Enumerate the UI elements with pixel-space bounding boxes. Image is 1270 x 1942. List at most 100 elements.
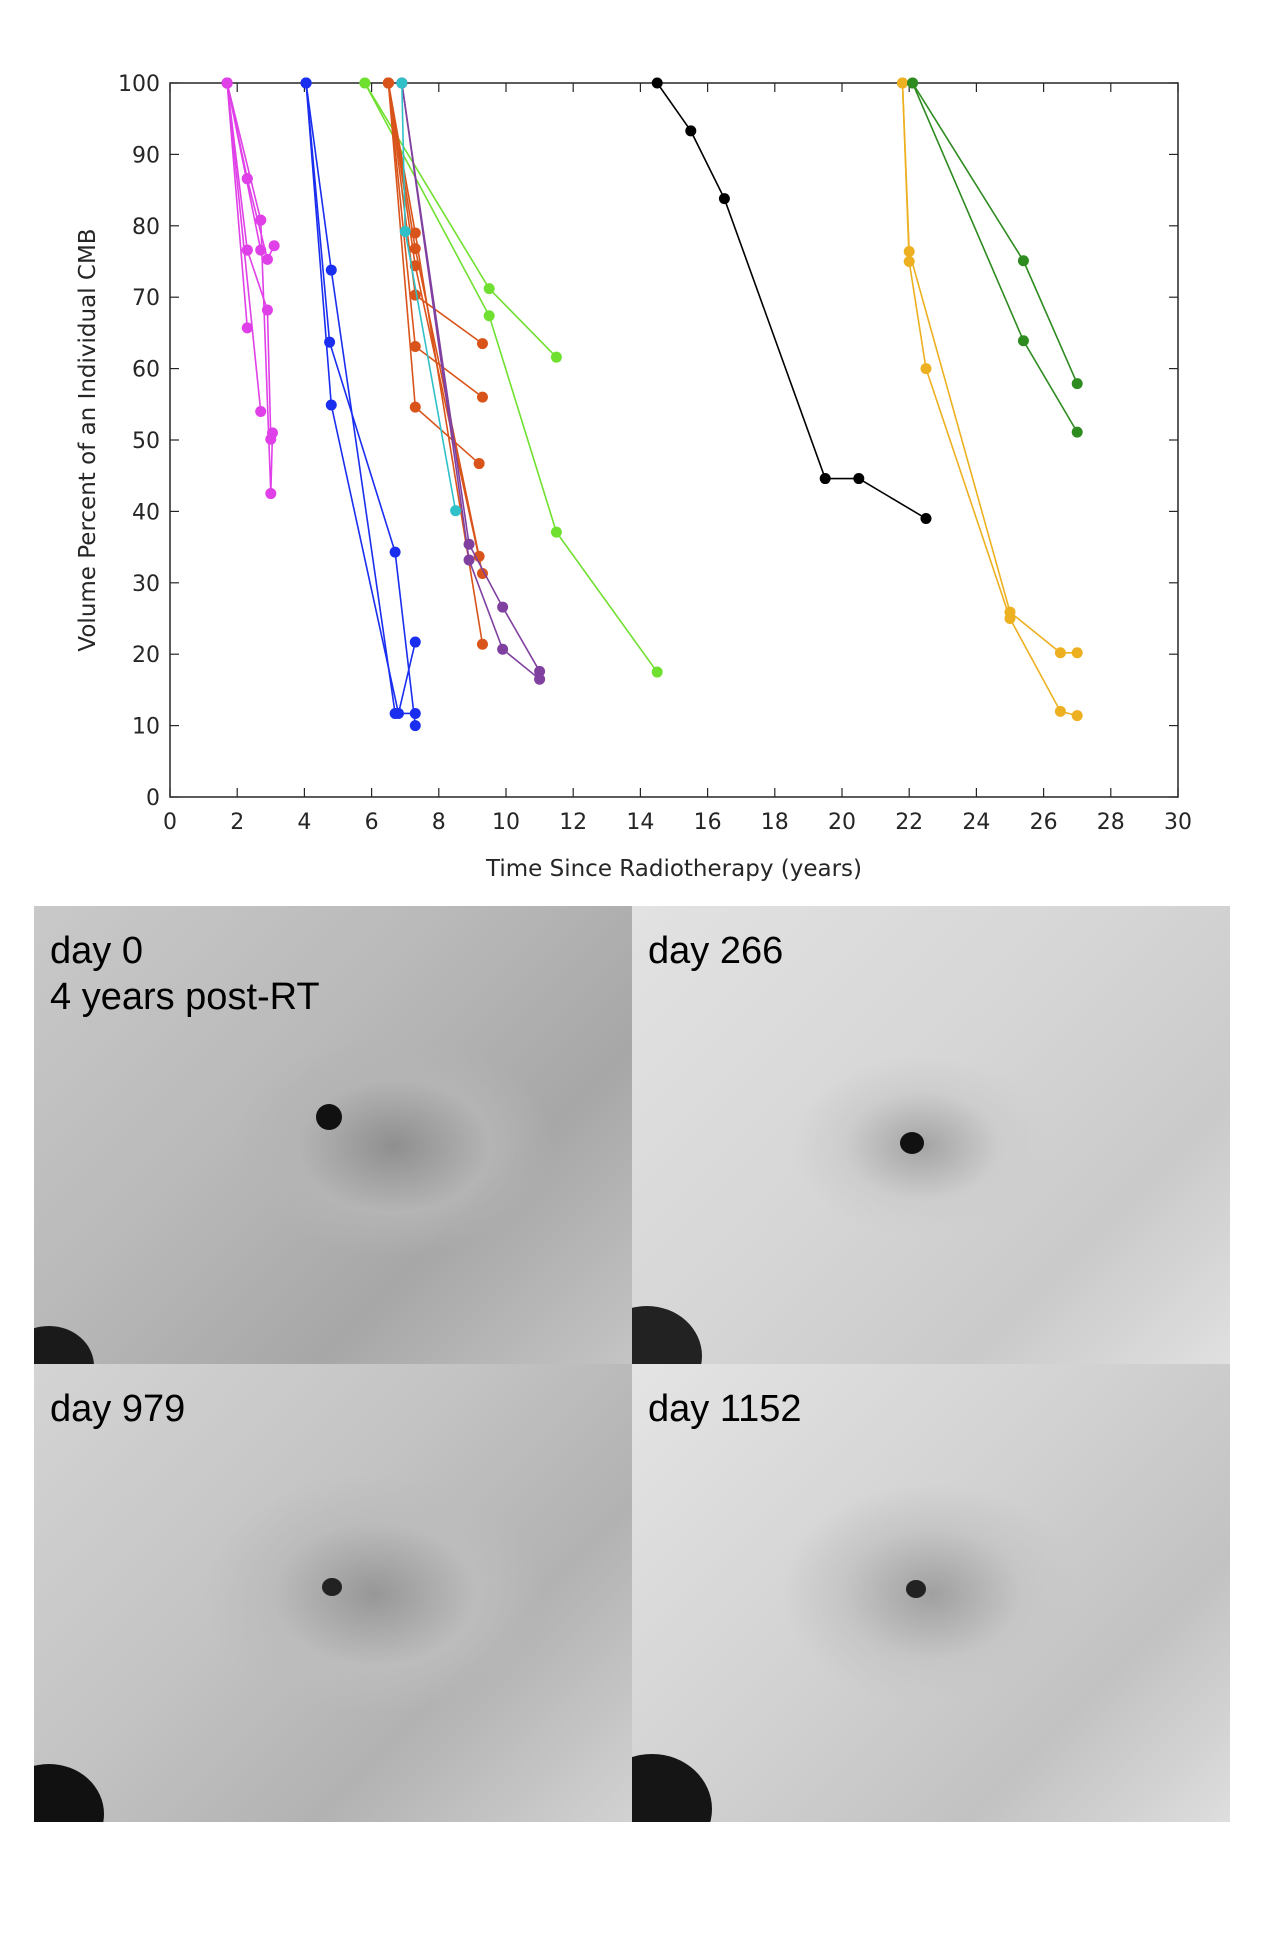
data-point xyxy=(1017,255,1029,267)
x-tick-label: 26 xyxy=(1030,810,1058,835)
data-point xyxy=(1004,613,1016,624)
data-point xyxy=(463,538,475,550)
data-point xyxy=(685,125,697,137)
data-point xyxy=(241,244,253,256)
y-tick-label: 40 xyxy=(132,500,160,525)
data-point xyxy=(409,707,421,719)
panel-label: day 979 xyxy=(50,1388,186,1430)
data-point xyxy=(483,310,495,322)
data-point xyxy=(399,226,411,238)
data-point xyxy=(819,473,831,485)
series-22 xyxy=(396,77,462,517)
data-point xyxy=(241,322,253,334)
x-tick-label: 12 xyxy=(559,810,587,835)
mri-panel-day-0: day 0 4 years post-RT xyxy=(34,906,632,1364)
y-tick-label: 70 xyxy=(132,286,160,311)
plot-area xyxy=(169,82,1179,798)
microbleed-spot xyxy=(906,1580,926,1598)
series-line xyxy=(401,82,541,672)
data-point xyxy=(241,173,253,185)
data-point xyxy=(534,673,546,685)
series-19 xyxy=(382,77,485,470)
data-point xyxy=(463,554,475,566)
data-point xyxy=(389,546,401,558)
data-point xyxy=(221,77,233,89)
data-point xyxy=(550,526,562,538)
data-point xyxy=(483,283,495,295)
x-tick-label: 10 xyxy=(492,810,520,835)
data-point xyxy=(550,351,562,363)
data-point xyxy=(920,513,932,525)
y-tick-label: 30 xyxy=(132,572,160,597)
data-point xyxy=(325,264,337,276)
data-point xyxy=(325,399,337,411)
data-point xyxy=(476,391,488,403)
x-tick-label: 22 xyxy=(895,810,923,835)
data-point xyxy=(266,427,278,439)
x-tick-label: 20 xyxy=(828,810,856,835)
x-tick-label: 0 xyxy=(163,810,177,835)
x-tick-label: 28 xyxy=(1097,810,1125,835)
data-point xyxy=(651,77,663,89)
x-tick-label: 16 xyxy=(694,810,722,835)
line-chart: 0 2 4 6 8 10 12 14 16 18 20 22 24 26 28 30 010203040506… xyxy=(75,72,1192,882)
data-point xyxy=(268,240,280,252)
y-tick-label: 90 xyxy=(132,143,160,168)
data-point xyxy=(255,244,267,256)
series-line xyxy=(226,82,262,221)
data-point xyxy=(1071,647,1083,659)
data-point xyxy=(1017,335,1029,347)
data-point xyxy=(1071,378,1083,390)
data-point xyxy=(265,488,277,500)
data-point xyxy=(896,77,908,89)
mri-panel-day-266: day 266 xyxy=(632,906,1230,1364)
data-point xyxy=(409,636,421,648)
data-point xyxy=(300,77,312,89)
mri-image xyxy=(632,906,1230,1364)
microbleed-spot xyxy=(900,1132,924,1154)
data-point xyxy=(1054,705,1066,717)
y-tick-label: 10 xyxy=(132,715,160,740)
data-point xyxy=(497,601,509,613)
data-point xyxy=(1054,647,1066,659)
data-point xyxy=(534,665,546,677)
y-tick-label: 20 xyxy=(132,643,160,668)
data-point xyxy=(1071,426,1083,438)
series-25 xyxy=(896,77,1083,722)
microbleed-spot xyxy=(316,1104,342,1130)
series-23 xyxy=(651,77,932,525)
y-tick-label: 50 xyxy=(132,429,160,454)
data-point xyxy=(853,473,865,485)
data-point xyxy=(255,405,267,417)
data-point xyxy=(450,505,462,517)
panel-label: day 0 4 years post-RT xyxy=(50,930,320,1018)
y-axis: 0 10 20 30 40 50 60 70 80 90 100 xyxy=(118,72,1178,811)
data-point xyxy=(907,77,919,89)
data-point xyxy=(1071,710,1083,722)
y-tick-label: 80 xyxy=(132,215,160,240)
x-axis-label: Time Since Radiotherapy (years) xyxy=(485,856,862,882)
series-line xyxy=(305,82,417,726)
data-point xyxy=(409,340,421,352)
data-point xyxy=(409,401,421,413)
x-tick-label: 6 xyxy=(365,810,379,835)
mri-image xyxy=(34,906,632,1364)
series-line xyxy=(364,82,658,673)
data-point xyxy=(382,77,394,89)
mri-image xyxy=(632,1364,1230,1822)
data-point xyxy=(359,77,371,89)
data-point xyxy=(396,77,408,89)
data-point xyxy=(473,458,485,470)
x-tick-label: 14 xyxy=(626,810,654,835)
x-tick-label: 30 xyxy=(1164,810,1192,835)
series-11 xyxy=(300,77,421,719)
series-13 xyxy=(359,77,663,678)
data-point xyxy=(409,720,421,732)
series-6 xyxy=(241,173,280,265)
series-line xyxy=(656,82,927,520)
y-tick-label: 100 xyxy=(118,72,160,97)
panel-label: day 266 xyxy=(648,930,784,972)
x-axis: 0 2 4 6 8 10 12 14 16 18 20 22 24 26 28 30 xyxy=(163,83,1192,835)
data-point xyxy=(255,214,267,226)
series-line xyxy=(305,82,416,715)
